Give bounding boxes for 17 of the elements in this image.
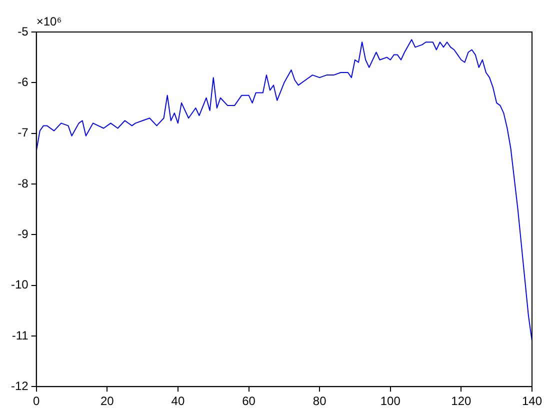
y-tick-label: -7: [18, 126, 29, 140]
text: ×10⁶: [36, 14, 62, 28]
x-tick-label: 20: [100, 394, 114, 408]
x-tick-label: 40: [171, 394, 185, 408]
x-tick-label: 120: [451, 394, 472, 408]
y-tick-label: -9: [18, 226, 29, 241]
y-tick-label: -12: [11, 378, 29, 393]
y-tick-label: -10: [11, 278, 29, 292]
x-tick-label: 60: [242, 394, 256, 408]
y-tick-label: -5: [18, 24, 29, 38]
x-tick-label: 80: [312, 394, 327, 408]
x-tick-label: 140: [522, 394, 542, 408]
y-tick-label: -8: [18, 176, 29, 190]
x-tick-label: 0: [33, 394, 40, 408]
x-tick-label: 100: [380, 394, 401, 408]
y-tick-label: -6: [18, 74, 29, 89]
y-tick-label: -11: [12, 328, 29, 342]
